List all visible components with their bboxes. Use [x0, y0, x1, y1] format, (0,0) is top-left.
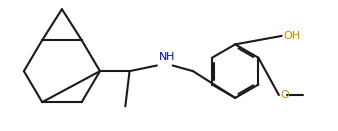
Text: OH: OH	[283, 31, 300, 41]
Text: N: N	[159, 52, 167, 62]
Text: O: O	[280, 90, 289, 100]
Text: H: H	[166, 52, 174, 62]
